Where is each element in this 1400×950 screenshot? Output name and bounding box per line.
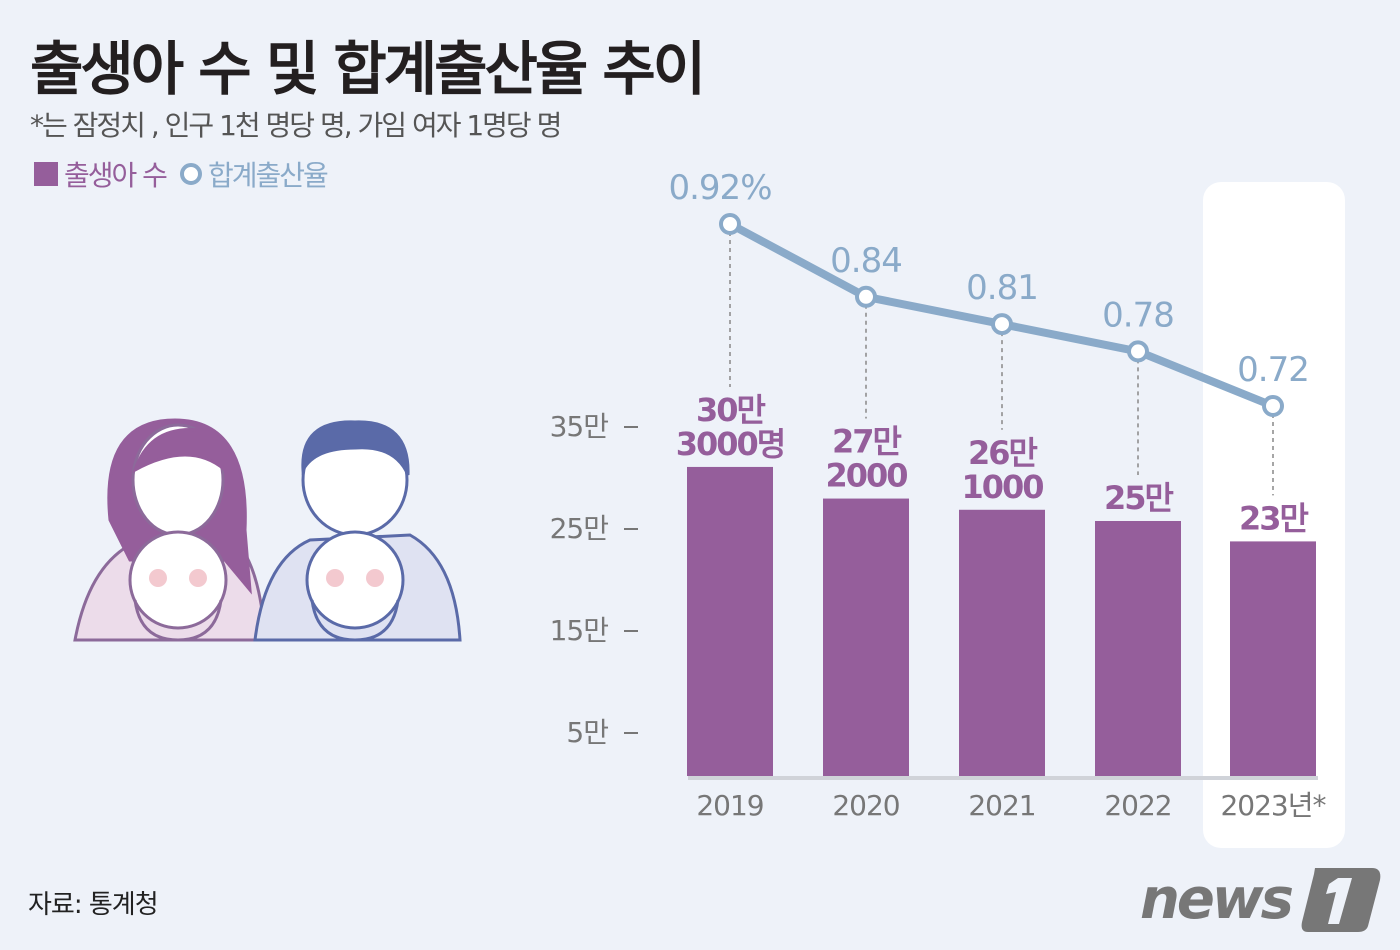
bar-2019 [687,466,773,776]
y-tick-label: 15만 [550,614,609,647]
fertility-rate-label: 0.92% [668,168,771,208]
y-tick-label: 5만 [566,716,608,749]
bar-value-label: 26만 [968,434,1038,472]
fertility-rate-label: 0.84 [830,241,902,281]
source-note: 자료: 통계청 [28,890,159,920]
bar-value-label: 25만 [1104,479,1174,517]
legend-bar-swatch [34,162,58,186]
chart-subtitle: *는 잠정치 , 인구 1천 명당 명, 가임 여자 1명당 명 [30,109,562,142]
legend-bar-label: 출생아 수 [64,159,168,192]
x-tick-label: 2019 [696,789,763,822]
bar-value-label: 30만 [696,391,766,429]
svg-text:news: news [1140,867,1293,932]
x-tick-label: 2022 [1104,789,1171,822]
bar-2021 [959,509,1045,776]
fertility-rate-label: 0.78 [1102,295,1174,335]
x-tick-label: 2023년* [1220,789,1326,822]
legend: 출생아 수 합계출산율 [34,154,329,194]
fertility-rate-point [991,313,1013,336]
family-illustration [73,418,462,642]
chart-title: 출생아 수 및 합계출산율 추이 [30,35,706,103]
bar-value-label: 3000명 [676,425,785,463]
fertility-rate-label: 0.72 [1237,350,1309,390]
fertility-rate-point [855,285,877,308]
news1-logo: news [1140,867,1381,932]
y-tick-label: 35만 [550,410,609,443]
bar-2022 [1095,521,1181,776]
y-tick-label: 25만 [550,512,609,545]
bar-value-label: 1000 [961,468,1043,506]
bar-2023년* [1230,541,1316,776]
bar-value-label: 27만 [832,423,902,461]
bar-value-label: 23만 [1239,499,1309,537]
bar-2020 [823,498,909,776]
fertility-rate-label: 0.81 [966,268,1038,308]
fertility-rate-point [719,213,741,235]
fertility-rate-point [1127,340,1149,363]
fertility-rate-point [1262,395,1284,417]
legend-line-label: 합계출산율 [207,159,329,192]
legend-line-swatch [179,163,202,185]
bar-value-label: 2000 [825,457,907,495]
x-tick-label: 2020 [832,789,899,822]
x-tick-label: 2021 [968,789,1035,822]
